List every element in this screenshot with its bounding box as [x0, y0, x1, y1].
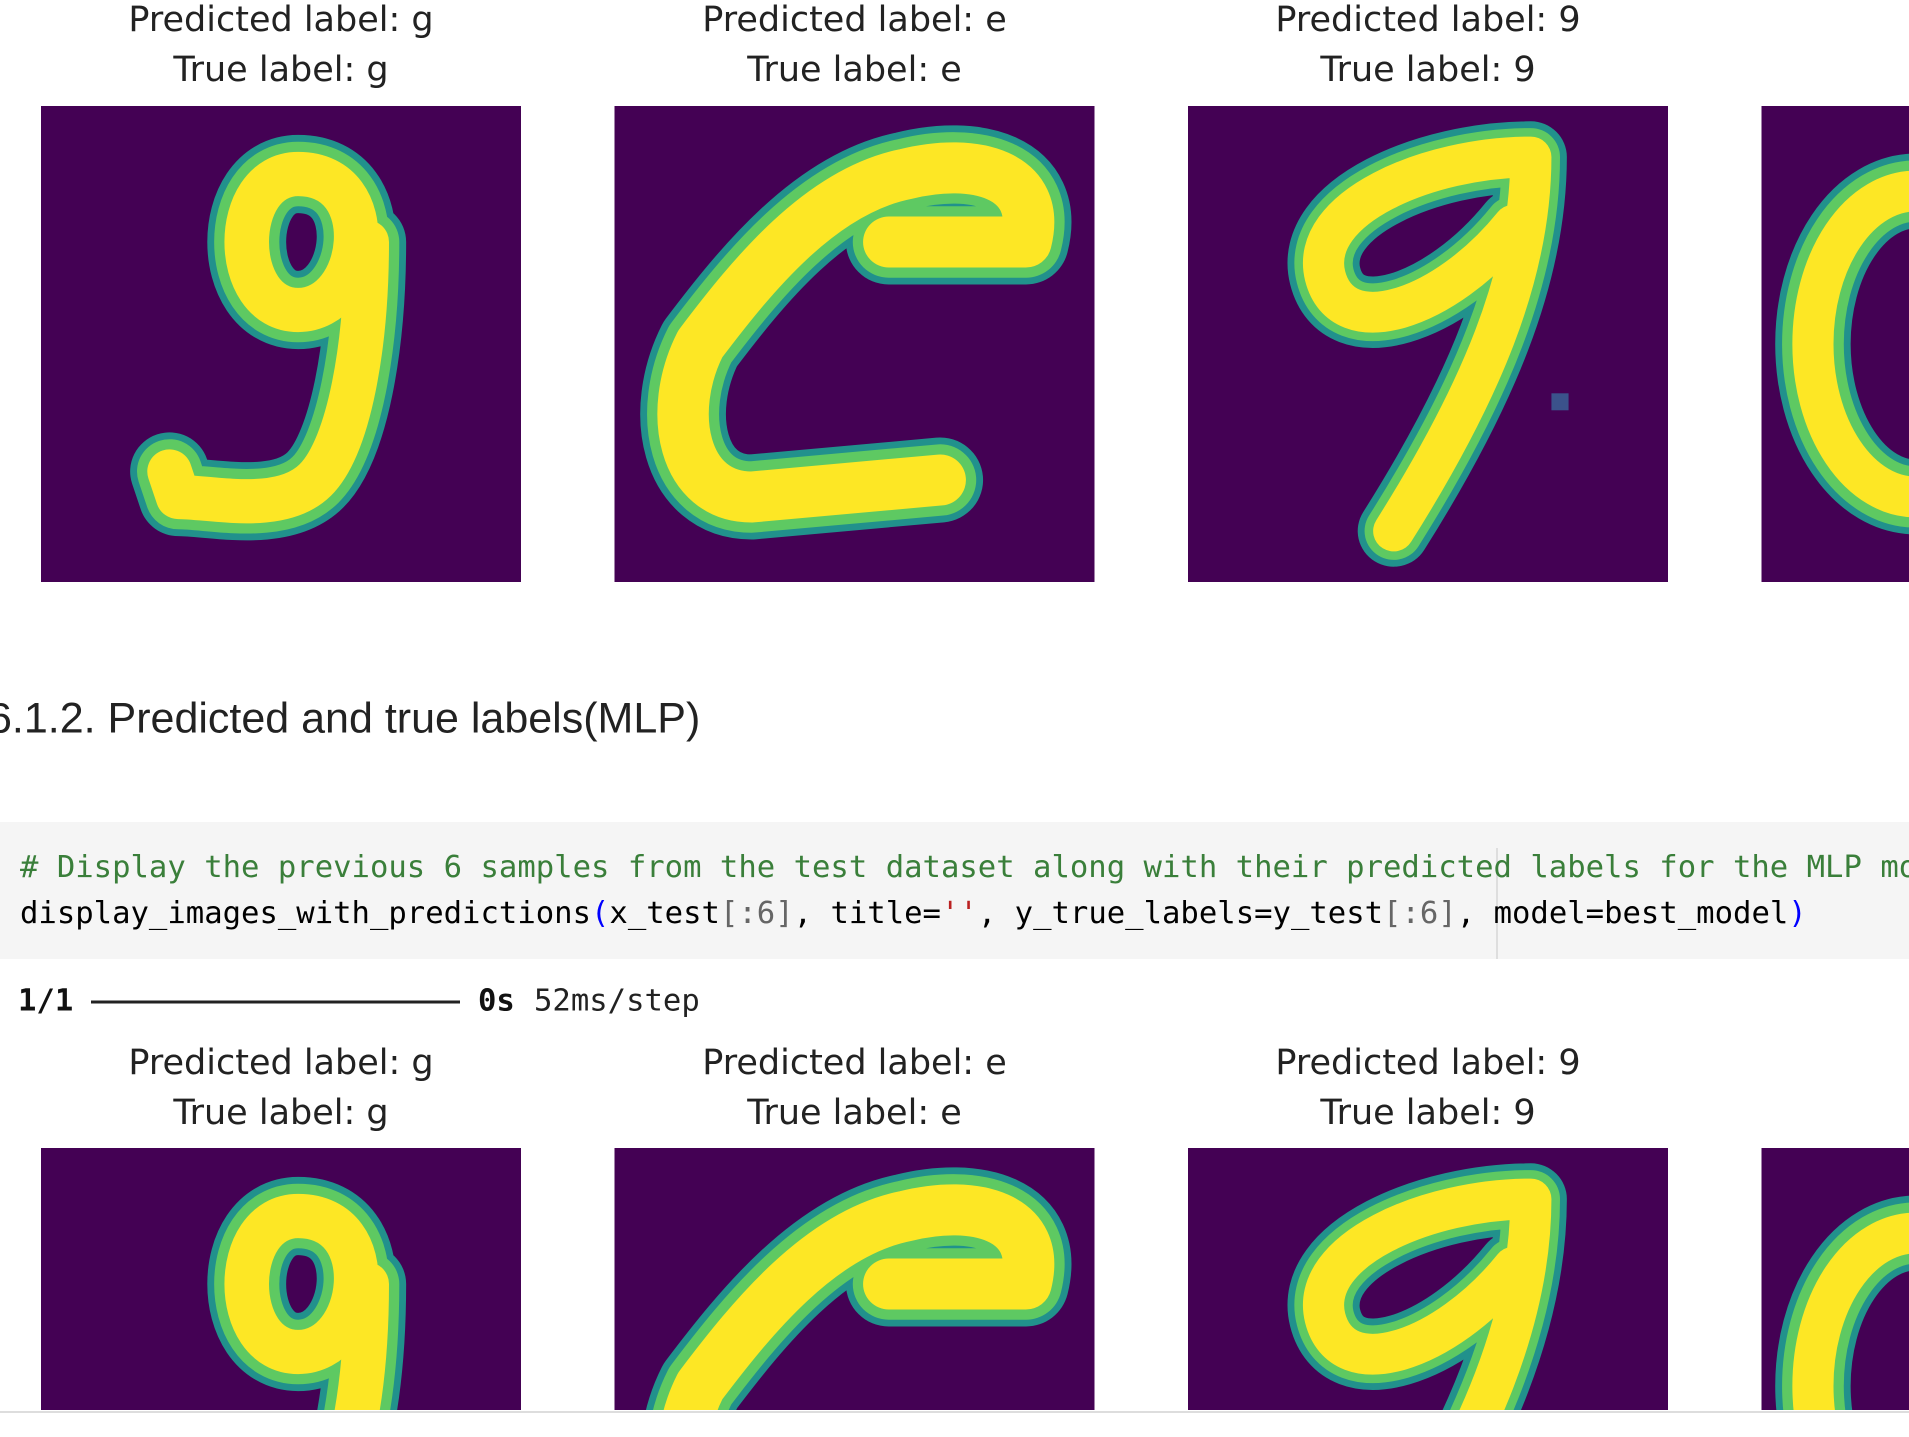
digit-image [1188, 106, 1668, 582]
true-label: True label: 9 [1319, 1093, 1535, 1133]
code-cell[interactable] [0, 822, 1909, 959]
digit-image [1188, 1148, 1668, 1432]
true-label: True label: g [172, 1093, 388, 1133]
digit-image [1762, 106, 1909, 582]
code-line: # Display the previous 6 samples from th… [20, 850, 1909, 885]
true-label: True label: e [746, 50, 962, 90]
progress-rate: 52ms/step [534, 984, 700, 1019]
code-token: ( [591, 896, 609, 931]
progress-step: 1/1 [18, 984, 73, 1019]
page-footer [0, 1410, 1909, 1432]
digit-image [615, 106, 1095, 582]
predicted-label: Predicted label: 9 [1275, 0, 1580, 40]
predicted-label: Predicted label: g [128, 1043, 433, 1083]
code-token: [:6] [1383, 896, 1457, 931]
progress-time: 0s [478, 984, 515, 1019]
code-token: display_images_with_predictions [20, 896, 591, 931]
true-label: True label: 9 [1319, 50, 1535, 90]
code-token: # Display the previous 6 samples from th… [20, 850, 1909, 885]
digit-image [41, 1148, 521, 1432]
code-token: , model=best_model [1457, 896, 1789, 931]
section-heading: 6.1.2. Predicted and true labels(MLP) [0, 694, 700, 742]
code-token: [:6] [720, 896, 794, 931]
predicted-label: Predicted label: e [702, 1043, 1007, 1083]
true-label: True label: e [746, 1093, 962, 1133]
code-line: display_images_with_predictions(x_test[:… [20, 896, 1807, 931]
predicted-label: Predicted label: g [128, 0, 433, 40]
true-label: True label: g [172, 50, 388, 90]
code-token: , title= [794, 896, 941, 931]
digit-image [1762, 1148, 1909, 1432]
digit-image [615, 1148, 1095, 1432]
code-token: , y_true_labels=y_test [978, 896, 1383, 931]
code-token: '' [941, 896, 978, 931]
predicted-label: Predicted label: e [702, 0, 1007, 40]
code-token: ) [1788, 896, 1806, 931]
predicted-label: Predicted label: 9 [1275, 1043, 1580, 1083]
code-token: x_test [609, 896, 720, 931]
digit-image [41, 106, 521, 582]
